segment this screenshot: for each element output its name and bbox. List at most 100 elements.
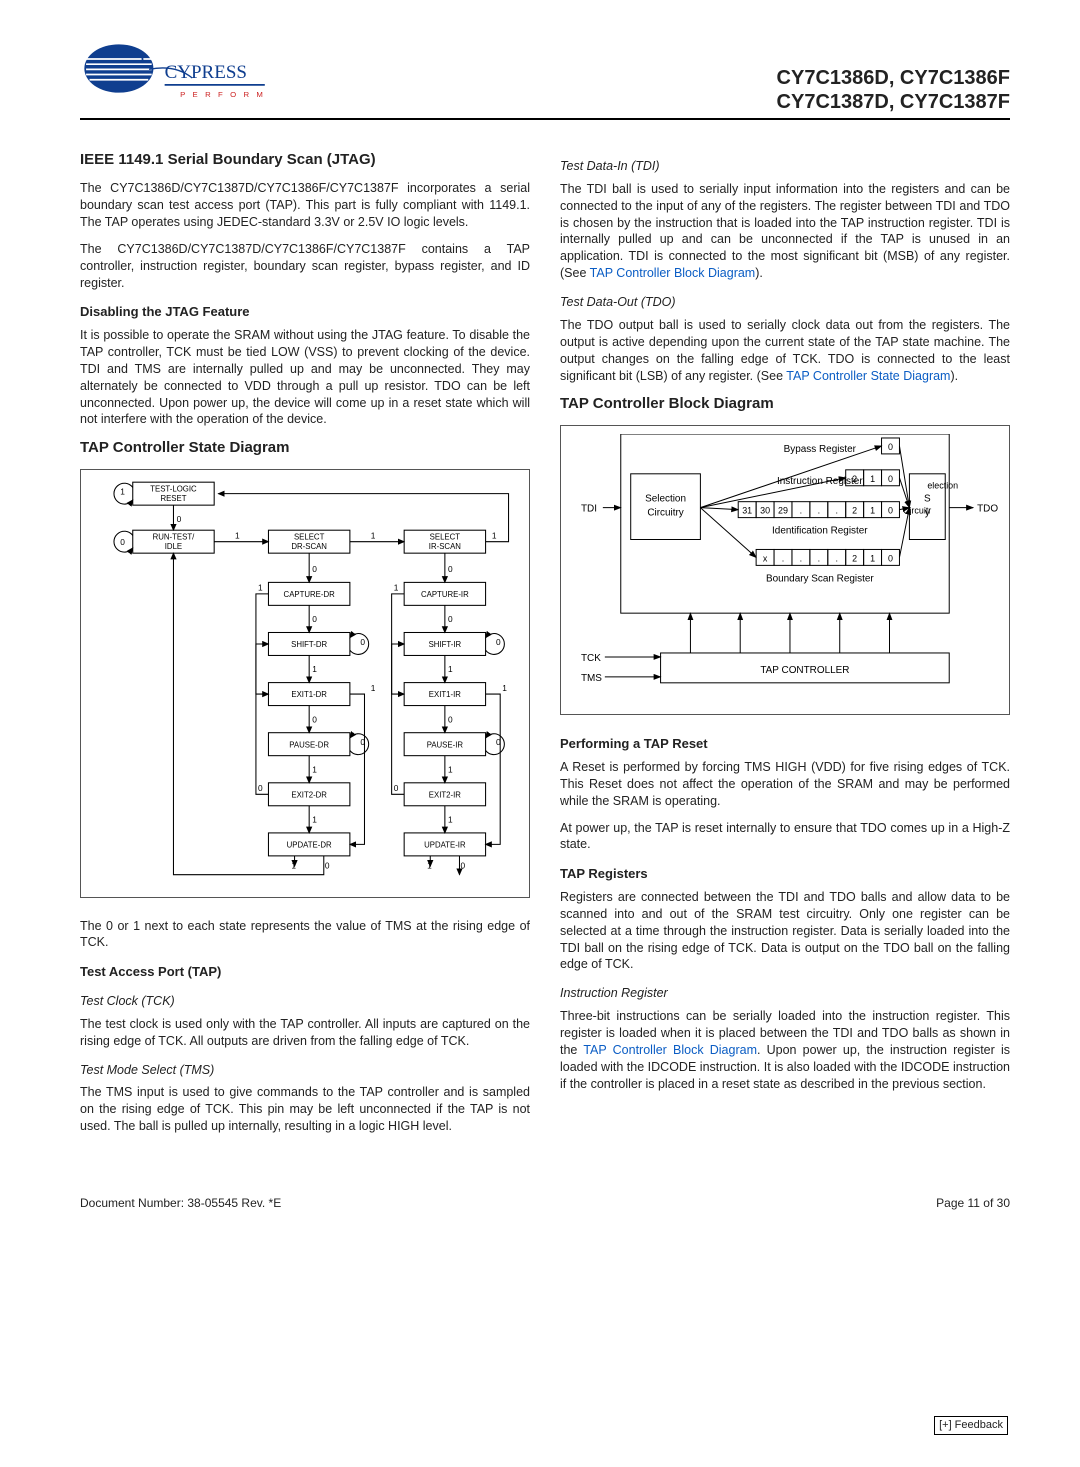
svg-text:0: 0 (496, 637, 501, 647)
svg-text:0: 0 (448, 563, 453, 573)
svg-text:RESET: RESET (160, 493, 186, 502)
svg-text:0: 0 (325, 860, 330, 870)
block-diagram-svg: SelectionCircuitrySyelectionCircuitrBypa… (571, 434, 999, 703)
heading-inst-reg: Instruction Register (560, 985, 1010, 1002)
right-column: Test Data-In (TDI) The TDI ball is used … (560, 146, 1010, 1145)
svg-text:0: 0 (461, 860, 466, 870)
svg-text:30: 30 (760, 505, 770, 515)
part-numbers: CY7C1386D, CY7C1386F CY7C1387D, CY7C1387… (777, 66, 1010, 114)
para-tap-regs: Registers are connected between the TDI … (560, 889, 1010, 973)
svg-text:UPDATE-IR: UPDATE-IR (424, 840, 466, 849)
svg-text:CAPTURE-DR: CAPTURE-DR (284, 590, 336, 599)
svg-text:EXIT1-IR: EXIT1-IR (429, 690, 461, 699)
svg-text:0: 0 (177, 513, 182, 523)
para-disable: It is possible to operate the SRAM witho… (80, 327, 530, 428)
svg-text:0: 0 (360, 637, 365, 647)
svg-text:0: 0 (258, 783, 263, 793)
link-tap-state[interactable]: TAP Controller State Diagram (786, 369, 950, 383)
svg-text:SELECT: SELECT (430, 532, 461, 541)
doc-number: Document Number: 38-05545 Rev. *E (80, 1195, 281, 1211)
svg-text:1: 1 (394, 582, 399, 592)
svg-text:0: 0 (394, 783, 399, 793)
heading-tap-regs: TAP Registers (560, 865, 1010, 883)
svg-text:1: 1 (448, 664, 453, 674)
para-reset-1: A Reset is performed by forcing TMS HIGH… (560, 759, 1010, 810)
brand-tagline: P E R F O R M (180, 90, 265, 99)
svg-text:1: 1 (312, 814, 317, 824)
heading-jtag: IEEE 1149.1 Serial Boundary Scan (JTAG) (80, 150, 530, 170)
svg-text:TAP CONTROLLER: TAP CONTROLLER (760, 665, 849, 676)
left-column: IEEE 1149.1 Serial Boundary Scan (JTAG) … (80, 146, 530, 1145)
svg-text:Bypass Register: Bypass Register (784, 444, 857, 455)
cypress-logo-icon: CYPRESS P E R F O R M (80, 40, 270, 109)
link-tap-block-1[interactable]: TAP Controller Block Diagram (590, 266, 756, 280)
page-header: CYPRESS P E R F O R M CY7C1386D, CY7C138… (80, 40, 1010, 120)
heading-block-diagram: TAP Controller Block Diagram (560, 394, 1010, 414)
svg-text:0: 0 (888, 505, 893, 515)
svg-text:1: 1 (492, 530, 497, 540)
svg-text:0: 0 (120, 536, 125, 546)
partnum-line-2: CY7C1387D, CY7C1387F (777, 90, 1010, 114)
para-tck: The test clock is used only with the TAP… (80, 1016, 530, 1050)
svg-text:TDO: TDO (977, 503, 998, 514)
state-diagram-svg: TEST-LOGICRESET RUN-TEST/IDLE SELECT DR-SCA… (91, 478, 519, 885)
svg-text:SHIFT-DR: SHIFT-DR (291, 640, 327, 649)
para-tdo: The TDO output ball is used to serially … (560, 317, 1010, 385)
svg-text:1: 1 (371, 530, 376, 540)
svg-text:.: . (836, 553, 838, 563)
page-number: Page 11 of 30 (936, 1195, 1010, 1211)
svg-text:0: 0 (496, 737, 501, 747)
heading-disable: Disabling the JTAG Feature (80, 303, 530, 321)
svg-text:1: 1 (502, 682, 507, 692)
svg-text:Boundary Scan Register: Boundary Scan Register (766, 573, 874, 584)
svg-text:IDLE: IDLE (165, 541, 182, 550)
svg-text:EXIT1-DR: EXIT1-DR (291, 690, 327, 699)
para-jtag-1: The CY7C1386D/CY7C1387D/CY7C1386F/CY7C13… (80, 180, 530, 231)
svg-text:1: 1 (427, 860, 432, 870)
svg-text:EXIT2-DR: EXIT2-DR (291, 790, 327, 799)
svg-text:UPDATE-DR: UPDATE-DR (287, 840, 332, 849)
svg-text:PAUSE-DR: PAUSE-DR (289, 740, 329, 749)
svg-text:2: 2 (852, 553, 857, 563)
brand-logo: CYPRESS P E R F O R M (80, 40, 270, 114)
svg-text:0: 0 (448, 614, 453, 624)
svg-text:.: . (782, 553, 784, 563)
heading-state-diagram: TAP Controller State Diagram (80, 438, 530, 458)
state-diagram: TEST-LOGICRESET RUN-TEST/IDLE SELECT DR-SCA… (80, 469, 530, 898)
svg-text:DR-SCAN: DR-SCAN (291, 541, 327, 550)
svg-text:EXIT2-IR: EXIT2-IR (429, 790, 461, 799)
svg-text:0: 0 (448, 714, 453, 724)
link-tap-block-2[interactable]: TAP Controller Block Diagram (583, 1043, 757, 1057)
para-inst-reg: Three-bit instructions can be serially l… (560, 1008, 1010, 1092)
svg-text:0: 0 (312, 714, 317, 724)
svg-text:1: 1 (870, 553, 875, 563)
svg-text:SHIFT-IR: SHIFT-IR (429, 640, 462, 649)
svg-text:election: election (927, 480, 958, 490)
svg-text:S: S (924, 493, 931, 504)
svg-text:1: 1 (448, 814, 453, 824)
svg-text:PAUSE-IR: PAUSE-IR (427, 740, 464, 749)
svg-text:0: 0 (312, 563, 317, 573)
svg-text:.: . (818, 553, 820, 563)
svg-text:CAPTURE-IR: CAPTURE-IR (421, 590, 469, 599)
svg-text:RUN-TEST/: RUN-TEST/ (153, 532, 195, 541)
svg-text:1: 1 (312, 664, 317, 674)
svg-text:0: 0 (312, 614, 317, 624)
svg-text:.: . (800, 553, 802, 563)
svg-text:.: . (818, 505, 820, 515)
para-state-note: The 0 or 1 next to each state represents… (80, 918, 530, 952)
svg-text:IR-SCAN: IR-SCAN (429, 541, 461, 550)
svg-text:1: 1 (448, 764, 453, 774)
svg-text:0: 0 (888, 553, 893, 563)
svg-text:0: 0 (888, 473, 893, 483)
block-diagram: SelectionCircuitrySyelectionCircuitrBypa… (560, 425, 1010, 716)
svg-text:2: 2 (852, 473, 857, 483)
feedback-button[interactable]: [+] Feedback (934, 1416, 1008, 1435)
svg-text:Identification Register: Identification Register (772, 525, 868, 536)
svg-text:TEST-LOGIC: TEST-LOGIC (150, 484, 197, 493)
svg-text:1: 1 (258, 582, 263, 592)
svg-text:1: 1 (312, 764, 317, 774)
svg-text:Selection: Selection (645, 493, 686, 504)
svg-text:1: 1 (371, 682, 376, 692)
page-footer: Document Number: 38-05545 Rev. *E Page 1… (80, 1195, 1010, 1211)
